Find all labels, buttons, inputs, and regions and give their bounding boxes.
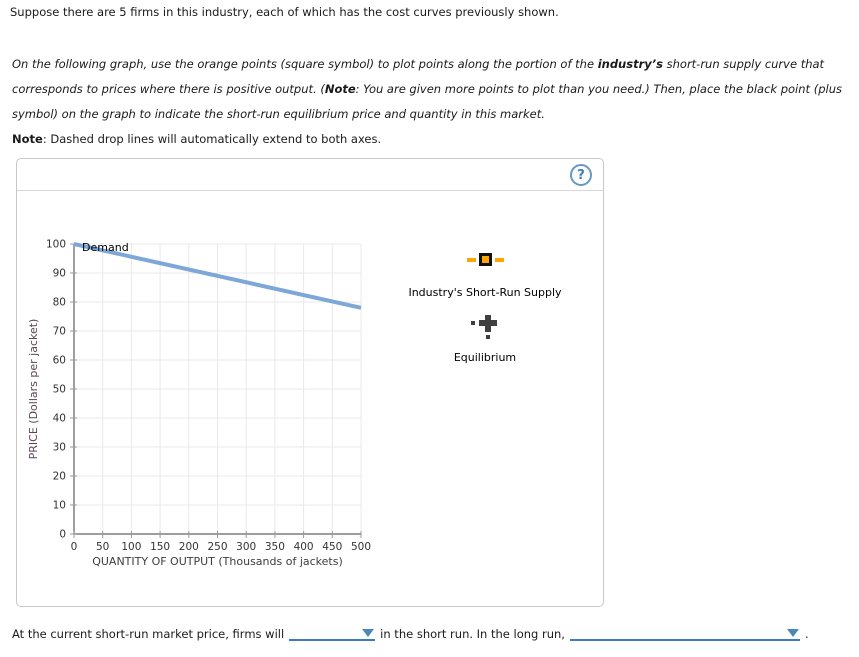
- x-tick-label: 200: [179, 541, 199, 553]
- chevron-down-icon: [362, 629, 375, 637]
- instructions-line-3: symbol) on the graph to indicate the sho…: [12, 107, 545, 121]
- point-palette: Industry's Short-Run Supply Equilibrium: [395, 249, 575, 364]
- x-tick-label: 350: [265, 541, 285, 553]
- graph-panel-header: ?: [17, 159, 603, 191]
- x-tick-label: 0: [71, 541, 78, 553]
- curve-label: Demand: [82, 241, 129, 254]
- chevron-down-icon: [786, 629, 799, 637]
- y-tick-label: 100: [46, 239, 66, 251]
- instructions-line-2: corresponds to prices where there is pos…: [12, 82, 842, 96]
- x-tick-label: 250: [207, 541, 227, 553]
- x-tick-label: 450: [322, 541, 342, 553]
- x-tick-label: 100: [121, 541, 141, 553]
- demand-curve: [73, 242, 362, 310]
- graph-panel: ? 0 50 100 150 200 250 300 350 400 450 500 0 10 20 30 4…: [16, 158, 604, 607]
- supply-demand-chart[interactable]: 0 50 100 150 200 250 300 350 400 450 500 0 10 20 30 40 5…: [26, 231, 386, 576]
- help-button[interactable]: ?: [570, 164, 592, 186]
- orange-dash-icon: [466, 257, 476, 262]
- equilibrium-palette-label: Equilibrium: [453, 351, 517, 364]
- short-run-dropdown[interactable]: [289, 626, 376, 641]
- equilibrium-point-marker[interactable]: [471, 315, 499, 339]
- question-text-2: in the short run. In the long run,: [380, 627, 565, 641]
- supply-palette-label: Industry's Short-Run Supply: [408, 286, 562, 299]
- y-tick-label: 20: [53, 471, 66, 483]
- intro-text: Suppose there are 5 firms in this indust…: [10, 5, 559, 19]
- y-tick-label: 30: [53, 442, 66, 454]
- x-tick-label: 50: [96, 541, 109, 553]
- y-axis-title: PRICE (Dollars per jacket): [27, 319, 40, 460]
- x-tick-label: 500: [351, 541, 371, 553]
- x-tick-label: 150: [150, 541, 170, 553]
- x-axis-title: QUANTITY OF OUTPUT (Thousands of jackets…: [92, 555, 343, 568]
- supply-point-marker[interactable]: [466, 253, 504, 266]
- y-tick-label: 40: [53, 413, 66, 425]
- y-tick-label: 70: [53, 326, 66, 338]
- instructions-line-1: On the following graph, use the orange p…: [12, 57, 825, 71]
- orange-square-icon: [478, 253, 492, 266]
- y-tick-label: 80: [53, 297, 66, 309]
- y-tick-label: 0: [59, 529, 66, 541]
- y-tick-label: 90: [53, 268, 66, 280]
- long-run-dropdown[interactable]: [569, 626, 800, 641]
- y-tick-label: 60: [53, 355, 66, 367]
- question-text-1: At the current short-run market price, f…: [12, 627, 285, 641]
- note-text: Note: Dashed drop lines will automatical…: [12, 132, 382, 146]
- y-tick-label: 10: [53, 500, 66, 512]
- instructions-paragraph: On the following graph, use the orange p…: [12, 52, 842, 127]
- question-sentence: At the current short-run market price, f…: [12, 626, 809, 642]
- question-period: .: [804, 627, 809, 641]
- orange-dash-icon: [494, 257, 504, 262]
- question-mark-icon: ?: [577, 167, 585, 183]
- y-tick-label: 50: [53, 384, 66, 396]
- x-tick-label: 300: [236, 541, 256, 553]
- x-tick-label: 400: [294, 541, 314, 553]
